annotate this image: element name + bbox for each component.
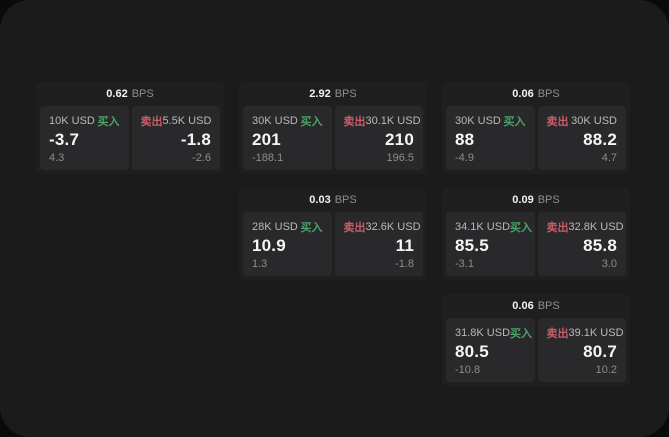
sell-panel[interactable]: 卖出 39.1K USD 80.7 10.2 (537, 318, 626, 382)
bps-unit: BPS (131, 88, 154, 100)
card-header: 0.03 BPS (243, 188, 423, 212)
card-header: 0.62 BPS (40, 82, 220, 106)
sell-size: 32.8K USD (568, 221, 624, 233)
buy-price: 10.9 (252, 236, 286, 256)
buy-side-label: 买入 (97, 116, 120, 128)
buy-side-label: 买入 (510, 222, 533, 234)
sell-price: 85.8 (583, 236, 617, 256)
sell-delta: 196.5 (386, 152, 414, 164)
quote-card: 0.62 BPS 10K USD 买入 -3.7 4.3 卖出 5.5K USD (36, 82, 224, 174)
buy-price: 85.5 (455, 236, 489, 256)
sell-price: 210 (385, 130, 414, 150)
buy-size: 10K USD (49, 115, 95, 127)
quote-card: 2.92 BPS 30K USD 买入 201 -188.1 卖出 30.1K … (239, 82, 427, 174)
bps-value: 2.92 (309, 88, 331, 100)
buy-side-label: 买入 (300, 222, 323, 234)
bps-unit: BPS (334, 88, 357, 100)
sell-size: 30.1K USD (365, 115, 421, 127)
sell-panel[interactable]: 卖出 32.6K USD 11 -1.8 (334, 212, 423, 276)
sell-price: -1.8 (180, 130, 211, 150)
sell-delta: -2.6 (192, 152, 211, 164)
buy-side-label: 买入 (503, 116, 526, 128)
buy-price: 88 (455, 130, 475, 150)
buy-price: 80.5 (455, 342, 489, 362)
sell-size: 5.5K USD (162, 115, 212, 127)
quote-card: 0.06 BPS 31.8K USD 买入 80.5 -10.8 卖出 39.1… (442, 294, 630, 386)
sell-panel[interactable]: 卖出 32.8K USD 85.8 3.0 (537, 212, 626, 276)
sell-size: 32.6K USD (365, 221, 421, 233)
bps-unit: BPS (537, 88, 560, 100)
buy-side-label: 买入 (300, 116, 323, 128)
sell-price: 80.7 (583, 342, 617, 362)
quote-grid: 0.62 BPS 10K USD 买入 -3.7 4.3 卖出 5.5K USD (36, 82, 630, 386)
bps-unit: BPS (537, 194, 560, 206)
sell-size: 30K USD (571, 115, 617, 127)
buy-delta: -188.1 (252, 152, 284, 164)
sell-price: 11 (395, 236, 414, 256)
sell-delta: -1.8 (395, 258, 414, 270)
bps-unit: BPS (334, 194, 357, 206)
buy-delta: 1.3 (252, 258, 268, 270)
buy-side-label: 买入 (510, 328, 533, 340)
bps-value: 0.09 (512, 194, 534, 206)
buy-size: 31.8K USD (455, 327, 511, 339)
buy-panel[interactable]: 28K USD 买入 10.9 1.3 (243, 212, 332, 276)
buy-price: 201 (252, 130, 281, 150)
buy-size: 30K USD (455, 115, 501, 127)
buy-size: 28K USD (252, 221, 298, 233)
bps-value: 0.06 (512, 88, 534, 100)
bps-value: 0.06 (512, 300, 534, 312)
buy-price: -3.7 (49, 130, 80, 150)
card-header: 2.92 BPS (243, 82, 423, 106)
sell-delta: 4.7 (601, 152, 617, 164)
buy-panel[interactable]: 30K USD 买入 88 -4.9 (446, 106, 535, 170)
sell-side-label: 卖出 (343, 116, 366, 128)
buy-panel[interactable]: 31.8K USD 买入 80.5 -10.8 (446, 318, 535, 382)
card-header: 0.06 BPS (446, 82, 626, 106)
card-header: 0.06 BPS (446, 294, 626, 318)
buy-panel[interactable]: 34.1K USD 买入 85.5 -3.1 (446, 212, 535, 276)
buy-panel[interactable]: 10K USD 买入 -3.7 4.3 (40, 106, 129, 170)
quote-card: 0.09 BPS 34.1K USD 买入 85.5 -3.1 卖出 32.8K… (442, 188, 630, 280)
sell-panel[interactable]: 卖出 5.5K USD -1.8 -2.6 (131, 106, 220, 170)
bps-unit: BPS (537, 300, 560, 312)
buy-delta: 4.3 (49, 152, 65, 164)
buy-size: 34.1K USD (455, 221, 511, 233)
quote-card: 0.03 BPS 28K USD 买入 10.9 1.3 卖出 32.6K US… (239, 188, 427, 280)
sell-side-label: 卖出 (140, 116, 163, 128)
sell-side-label: 卖出 (546, 116, 569, 128)
sell-panel[interactable]: 卖出 30.1K USD 210 196.5 (334, 106, 423, 170)
buy-size: 30K USD (252, 115, 298, 127)
buy-delta: -3.1 (455, 258, 474, 270)
bps-value: 0.62 (106, 88, 128, 100)
card-header: 0.09 BPS (446, 188, 626, 212)
sell-side-label: 卖出 (343, 222, 366, 234)
buy-delta: -10.8 (455, 364, 481, 376)
quote-card: 0.06 BPS 30K USD 买入 88 -4.9 卖出 30K USD (442, 82, 630, 174)
buy-panel[interactable]: 30K USD 买入 201 -188.1 (243, 106, 332, 170)
sell-delta: 10.2 (595, 364, 617, 376)
sell-panel[interactable]: 卖出 30K USD 88.2 4.7 (537, 106, 626, 170)
sell-size: 39.1K USD (568, 327, 624, 339)
buy-delta: -4.9 (455, 152, 474, 164)
sell-side-label: 卖出 (546, 222, 569, 234)
sell-delta: 3.0 (601, 258, 617, 270)
bps-value: 0.03 (309, 194, 331, 206)
sell-side-label: 卖出 (546, 328, 569, 340)
sell-price: 88.2 (583, 130, 617, 150)
